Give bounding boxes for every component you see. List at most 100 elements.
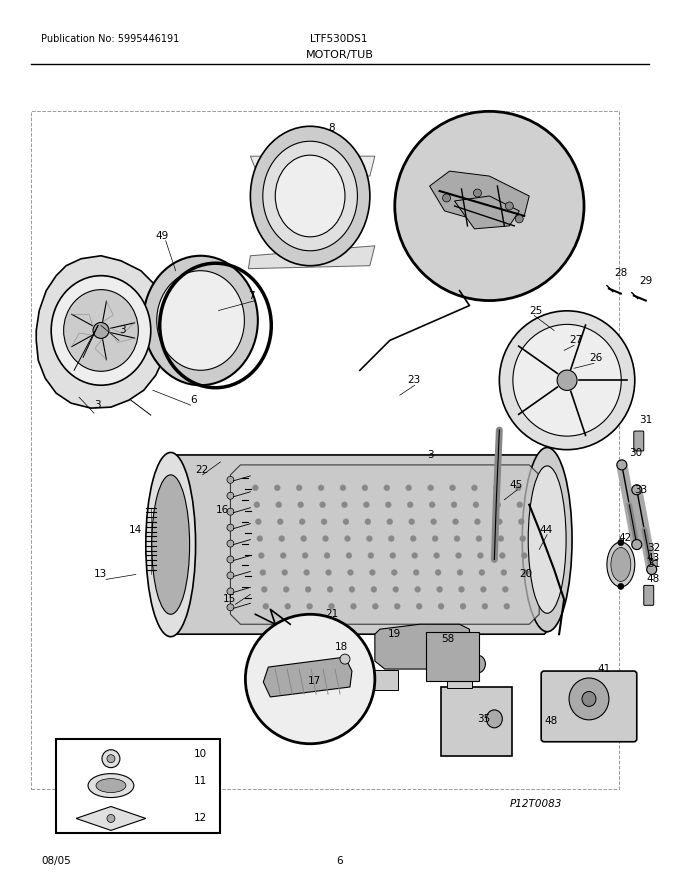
Polygon shape (375, 624, 469, 669)
Circle shape (505, 202, 513, 210)
Text: 43: 43 (647, 553, 660, 562)
Circle shape (517, 502, 523, 508)
Ellipse shape (51, 275, 151, 385)
Circle shape (518, 518, 524, 524)
Circle shape (252, 485, 258, 491)
Circle shape (324, 553, 330, 559)
Circle shape (373, 604, 378, 609)
Text: 10: 10 (194, 749, 207, 759)
Circle shape (413, 569, 419, 576)
Circle shape (482, 604, 488, 609)
Circle shape (438, 604, 444, 609)
Text: 11: 11 (194, 775, 207, 786)
Text: 3: 3 (428, 450, 435, 460)
Circle shape (503, 586, 509, 592)
Text: 21: 21 (325, 609, 339, 620)
Text: 28: 28 (614, 268, 627, 278)
Circle shape (368, 553, 374, 559)
Circle shape (256, 518, 261, 524)
Circle shape (498, 536, 504, 541)
Circle shape (458, 586, 464, 592)
Circle shape (476, 536, 482, 541)
Text: 33: 33 (634, 485, 647, 495)
Circle shape (320, 502, 326, 508)
Text: 3: 3 (94, 400, 101, 410)
Text: 20: 20 (520, 569, 532, 579)
Circle shape (227, 572, 234, 579)
Circle shape (647, 564, 657, 575)
Circle shape (345, 536, 350, 541)
Circle shape (479, 569, 485, 576)
Circle shape (460, 604, 466, 609)
Circle shape (387, 518, 393, 524)
Circle shape (618, 539, 624, 546)
Circle shape (443, 194, 451, 202)
Circle shape (340, 485, 346, 491)
Text: P12T0083: P12T0083 (509, 798, 562, 809)
Text: 45: 45 (509, 480, 522, 490)
Circle shape (227, 556, 234, 563)
Text: 31: 31 (639, 415, 652, 425)
Ellipse shape (96, 779, 126, 793)
Polygon shape (263, 657, 352, 697)
Circle shape (318, 485, 324, 491)
Circle shape (284, 586, 289, 592)
Text: 27: 27 (569, 335, 582, 346)
FancyBboxPatch shape (634, 431, 644, 451)
Circle shape (410, 536, 416, 541)
Circle shape (257, 536, 262, 541)
Circle shape (254, 502, 260, 508)
Circle shape (515, 215, 523, 223)
Text: 08/05: 08/05 (41, 856, 71, 866)
Polygon shape (231, 465, 539, 624)
Circle shape (393, 586, 398, 592)
Circle shape (391, 569, 397, 576)
Circle shape (632, 485, 642, 495)
Circle shape (395, 112, 584, 301)
Text: 35: 35 (477, 714, 491, 724)
Polygon shape (166, 455, 554, 634)
Ellipse shape (499, 311, 635, 450)
Ellipse shape (522, 447, 572, 632)
Ellipse shape (262, 141, 358, 251)
Circle shape (522, 553, 527, 559)
Circle shape (471, 485, 477, 491)
Text: 19: 19 (388, 629, 401, 639)
Polygon shape (76, 806, 146, 831)
Circle shape (347, 569, 354, 576)
Text: 26: 26 (589, 354, 602, 363)
Bar (56, 739, 220, 833)
Circle shape (617, 460, 627, 470)
Text: Publication No: 5995446191: Publication No: 5995446191 (41, 33, 180, 44)
Text: 17: 17 (308, 676, 322, 686)
Text: 48: 48 (544, 715, 558, 726)
Circle shape (499, 553, 505, 559)
Ellipse shape (146, 452, 196, 637)
Circle shape (296, 485, 302, 491)
Polygon shape (36, 256, 168, 408)
Circle shape (102, 750, 120, 767)
Circle shape (409, 518, 415, 524)
Ellipse shape (469, 655, 486, 673)
Text: 13: 13 (94, 569, 107, 579)
Circle shape (274, 485, 280, 491)
FancyBboxPatch shape (441, 687, 512, 756)
Circle shape (520, 536, 526, 541)
Text: 15: 15 (222, 594, 236, 605)
Circle shape (343, 518, 349, 524)
Circle shape (504, 604, 510, 609)
Ellipse shape (513, 325, 622, 436)
Polygon shape (248, 246, 375, 268)
Text: LTF530DS1: LTF530DS1 (310, 33, 368, 44)
Circle shape (415, 586, 421, 592)
Circle shape (227, 540, 234, 547)
Circle shape (367, 536, 373, 541)
Circle shape (328, 604, 335, 609)
Ellipse shape (157, 271, 244, 370)
Circle shape (457, 569, 463, 576)
Ellipse shape (152, 475, 190, 614)
Text: 23: 23 (408, 375, 421, 385)
Circle shape (307, 604, 313, 609)
Ellipse shape (64, 290, 138, 371)
Circle shape (327, 586, 333, 592)
